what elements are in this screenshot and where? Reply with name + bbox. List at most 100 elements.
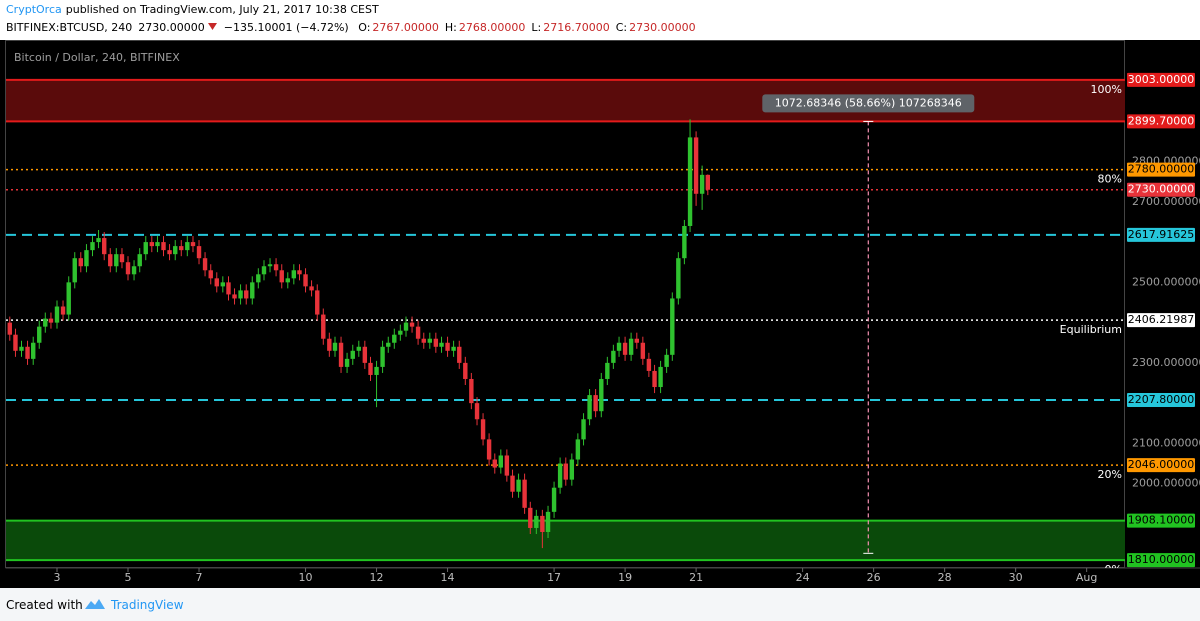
- candle-body: [658, 366, 663, 388]
- x-tick-label: Aug: [1076, 571, 1097, 584]
- candle-body: [285, 278, 290, 283]
- price-label: 2899.70000: [1128, 114, 1194, 127]
- tradingview-logo[interactable]: [84, 597, 106, 611]
- y-tick-label: 2700.000000: [1132, 195, 1200, 208]
- candle-body: [540, 515, 545, 532]
- candle-body: [226, 282, 231, 295]
- price-label-box: [1127, 114, 1195, 129]
- ohlc-value: 2767.00000: [372, 21, 439, 34]
- candle-body: [321, 314, 326, 339]
- candle-body: [409, 322, 415, 327]
- measure-box: [762, 94, 975, 113]
- candle-body: [149, 242, 154, 247]
- candle-body: [504, 455, 510, 476]
- candle-body: [362, 346, 368, 363]
- candle-body: [279, 270, 284, 283]
- candle-body: [37, 326, 42, 343]
- candle-body: [238, 290, 243, 299]
- candle-body: [498, 455, 504, 468]
- candle-body: [220, 282, 226, 287]
- candle-body: [611, 350, 616, 363]
- candle-body: [78, 258, 83, 267]
- candle-body: [309, 286, 314, 291]
- candle-body: [474, 403, 480, 420]
- candle-body: [386, 342, 391, 347]
- candle-body: [687, 137, 693, 226]
- x-tick-label: 17: [547, 571, 561, 584]
- x-tick-label: 21: [689, 571, 703, 584]
- candle-body: [403, 322, 409, 331]
- x-tick-label: 10: [299, 571, 313, 584]
- candle-body: [66, 282, 71, 315]
- plot: 100% 80% Equilibrium 20% 0% 1072.68346 (58.66…: [6, 78, 1125, 568]
- x-tick-label: 26: [867, 571, 881, 584]
- candle-body: [545, 511, 551, 532]
- candle-body: [528, 507, 533, 528]
- candle-body: [463, 362, 468, 379]
- tradingview-brand[interactable]: TradingView: [111, 598, 184, 612]
- candle-body: [350, 350, 355, 359]
- price-label: 2617.91625: [1128, 228, 1194, 241]
- candle-body: [664, 354, 669, 367]
- candle-body: [244, 290, 249, 299]
- candle-body: [640, 342, 646, 359]
- price-label: 2730.00000: [1128, 183, 1194, 196]
- candle-body: [457, 346, 462, 363]
- candle-body: [54, 306, 60, 323]
- author[interactable]: CryptOrca: [6, 3, 62, 16]
- level-note: 20%: [1098, 468, 1122, 481]
- candle-body: [173, 246, 178, 255]
- price-label-box: [1127, 182, 1195, 197]
- candle-body: [682, 225, 687, 259]
- zone: [6, 520, 1125, 561]
- candle-body: [569, 459, 575, 480]
- level-note: Equilibrium: [1060, 323, 1122, 336]
- candle-body: [13, 334, 18, 351]
- price-label: 2406.21987: [1128, 313, 1194, 326]
- candle-body: [43, 318, 48, 327]
- candle-body: [421, 338, 426, 343]
- x-tick-label: 3: [53, 571, 60, 584]
- x-tick-label: 30: [1009, 571, 1023, 584]
- candle-body: [563, 463, 568, 480]
- price-label-box: [1127, 393, 1195, 408]
- price-label: 2207.80000: [1128, 393, 1194, 406]
- candle-body: [551, 487, 557, 512]
- candle-body: [84, 250, 89, 267]
- candle-body: [705, 174, 711, 190]
- candle-body: [587, 395, 592, 420]
- candle-body: [161, 242, 166, 251]
- x-tick-label: 7: [196, 571, 203, 584]
- candle-body: [480, 419, 486, 440]
- candle-body: [492, 459, 497, 468]
- symbol: BITFINEX:BTCUSD, 240: [6, 21, 133, 34]
- candle-body: [303, 274, 308, 287]
- candle-body: [522, 479, 527, 508]
- level-note: 100%: [1091, 83, 1122, 96]
- chart-title: Bitcoin / Dollar, 240, BITFINEX: [14, 51, 180, 64]
- price-label-box: [1127, 313, 1195, 328]
- candle-body: [185, 242, 190, 251]
- candle-body: [155, 242, 160, 247]
- candle-body: [119, 254, 125, 263]
- price-label: 3003.00000: [1128, 73, 1194, 86]
- x-tick-label: 12: [370, 571, 384, 584]
- candle-body: [256, 274, 261, 283]
- candle-body: [202, 258, 208, 271]
- ohlc-value: 2768.00000: [458, 21, 526, 34]
- candle-body: [693, 137, 699, 194]
- x-tick-label: 24: [796, 571, 810, 584]
- candle-body: [575, 439, 581, 460]
- down-arrow: [207, 23, 217, 30]
- price-label: 1908.10000: [1128, 514, 1194, 527]
- candle-body: [451, 346, 456, 351]
- price-label: 1810.00000: [1128, 553, 1194, 566]
- chart-background: [0, 40, 1200, 588]
- change: −135.10001 (−4.72%): [223, 21, 349, 34]
- header: CryptOrca published on TradingView.com, J…: [0, 0, 1200, 40]
- candle-body: [96, 238, 101, 243]
- candle-body: [232, 294, 237, 299]
- last-price: 2730.00000: [138, 21, 205, 34]
- candle-body: [634, 338, 640, 343]
- candle-body: [261, 266, 267, 275]
